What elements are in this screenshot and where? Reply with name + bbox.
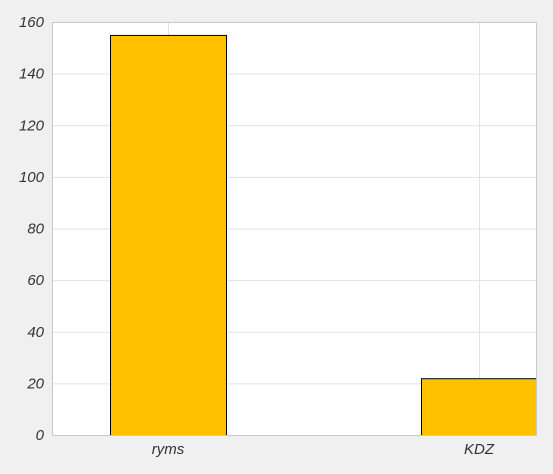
bars: [110, 34, 537, 436]
plot-frame: [52, 22, 537, 436]
y-tick-label: 160: [19, 14, 45, 31]
bar-ryms: [110, 34, 227, 436]
x-tick-label: ryms: [152, 441, 185, 458]
axes: [52, 22, 537, 436]
bar-kdz: [421, 378, 537, 436]
y-tick-label: 80: [27, 221, 44, 238]
x-tick-labels: ryms KDZ: [152, 441, 495, 458]
y-tick-label: 120: [19, 117, 45, 134]
y-tick-label: 0: [36, 427, 45, 444]
y-tick-label: 60: [27, 272, 44, 289]
y-tick-label: 40: [27, 324, 44, 341]
y-tick-label: 140: [19, 66, 45, 83]
x-tick-label: KDZ: [464, 441, 495, 458]
y-tick-labels: 0 20 40 60 80 100 120 140 160: [19, 14, 45, 444]
y-tick-label: 20: [26, 375, 44, 392]
y-tick-label: 100: [19, 169, 45, 186]
